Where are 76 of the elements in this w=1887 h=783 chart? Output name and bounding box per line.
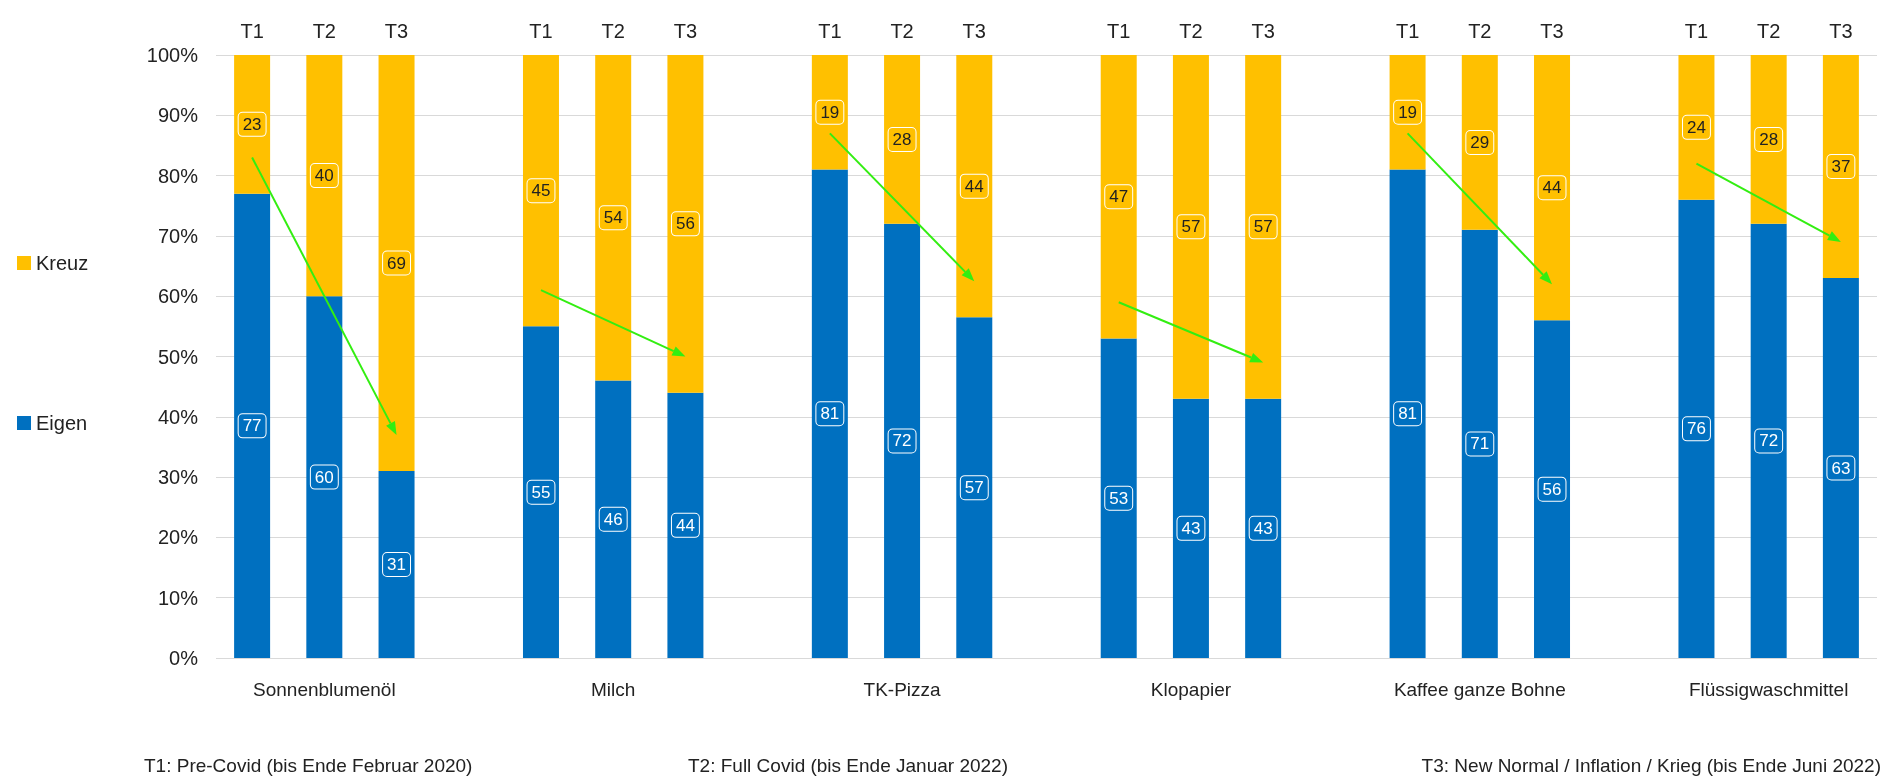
y-tick-label: 70%	[157, 224, 199, 247]
text: T3: New Normal / Inflation / Krieg (bis Ende Juni 2022)	[1421, 755, 1882, 776]
legend-label: Kreuz	[36, 252, 89, 274]
text: T2: Full Covid (bis Ende Januar 2022)	[688, 755, 1008, 776]
x-tick-label: T1	[1395, 20, 1420, 42]
data-label: 44	[1542, 178, 1562, 198]
y-tick-label: 30%	[157, 466, 199, 489]
x-tick-label: T3	[1251, 20, 1275, 42]
data-label: 56	[675, 214, 695, 234]
data-label: 29	[1470, 132, 1490, 152]
x-tick-label: T1	[529, 20, 553, 42]
data-label: 76	[1687, 419, 1706, 439]
y-tick-label: 20%	[157, 526, 199, 549]
data-label: 72	[1759, 431, 1779, 451]
x-tick-label: T1	[240, 20, 264, 42]
text: Kaffee ganze Bohne	[1393, 679, 1566, 700]
x-tick-label: T3	[384, 20, 409, 42]
data-label: 57	[964, 478, 984, 498]
data-label: 19	[1398, 102, 1418, 122]
data-label: 54	[603, 208, 623, 228]
x-tick-label: T2	[1179, 20, 1203, 42]
y-tick-label: 40%	[157, 405, 199, 428]
x-tick-label: T1	[1107, 20, 1131, 42]
x-tick-label: T2	[601, 20, 625, 42]
x-tick-label: T3	[673, 20, 698, 42]
data-label: 81	[820, 404, 840, 424]
data-label: 55	[531, 482, 551, 502]
x-tick-label: T2	[1757, 20, 1781, 42]
legend-label: Eigen	[36, 412, 88, 434]
data-label: 57	[1181, 217, 1201, 237]
x-tick-label: T2	[1468, 20, 1492, 42]
x-tick-label: T3	[962, 20, 986, 42]
y-tick-label: 10%	[157, 586, 199, 609]
data-label: 44	[675, 515, 695, 535]
text: Sonnenblumenöl	[253, 679, 396, 700]
data-label: 53	[1109, 488, 1129, 508]
data-label: 47	[1109, 187, 1129, 207]
data-label: 24	[1687, 117, 1706, 137]
data-label: 45	[531, 181, 551, 201]
x-tick-label: T2	[890, 20, 914, 42]
text: TK-Pizza	[863, 679, 942, 700]
data-label: 46	[603, 509, 623, 529]
data-label: 28	[892, 129, 912, 149]
data-label: 56	[1542, 479, 1562, 499]
data-label: 77	[242, 416, 262, 436]
data-label: 60	[314, 467, 334, 487]
y-tick-label: 100%	[146, 44, 199, 66]
data-label: 69	[387, 253, 406, 273]
data-label: 63	[1831, 458, 1851, 478]
x-tick-label: T3	[1829, 20, 1853, 42]
y-tick-label: 0%	[169, 647, 199, 669]
data-label: 72	[892, 431, 912, 451]
data-label: 37	[1831, 157, 1851, 177]
x-tick-label: T1	[818, 20, 842, 42]
data-label: 43	[1181, 518, 1201, 538]
data-label: 57	[1253, 217, 1273, 237]
text: Flüssigwaschmittel	[1688, 679, 1849, 700]
data-label: 44	[964, 176, 984, 196]
y-tick-label: 50%	[157, 345, 199, 368]
y-tick-label: 60%	[157, 285, 199, 308]
y-tick-label: 80%	[157, 164, 199, 187]
data-label: 71	[1470, 434, 1490, 454]
y-tick-label: 90%	[157, 104, 199, 127]
x-tick-label: T2	[312, 20, 336, 42]
x-tick-label: T1	[1684, 20, 1709, 42]
data-label: 31	[387, 555, 406, 575]
text: Milch	[591, 679, 636, 700]
text: T1: Pre-Covid (bis Ende Februar 2020)	[144, 755, 473, 776]
x-tick-label: T3	[1540, 20, 1564, 42]
data-label: 28	[1759, 129, 1779, 149]
data-label: 43	[1253, 518, 1273, 538]
data-label: 81	[1398, 404, 1418, 424]
data-label: 40	[314, 166, 334, 186]
text: Klopapier	[1150, 679, 1232, 700]
data-label: 19	[820, 102, 840, 122]
data-label: 23	[242, 114, 262, 134]
